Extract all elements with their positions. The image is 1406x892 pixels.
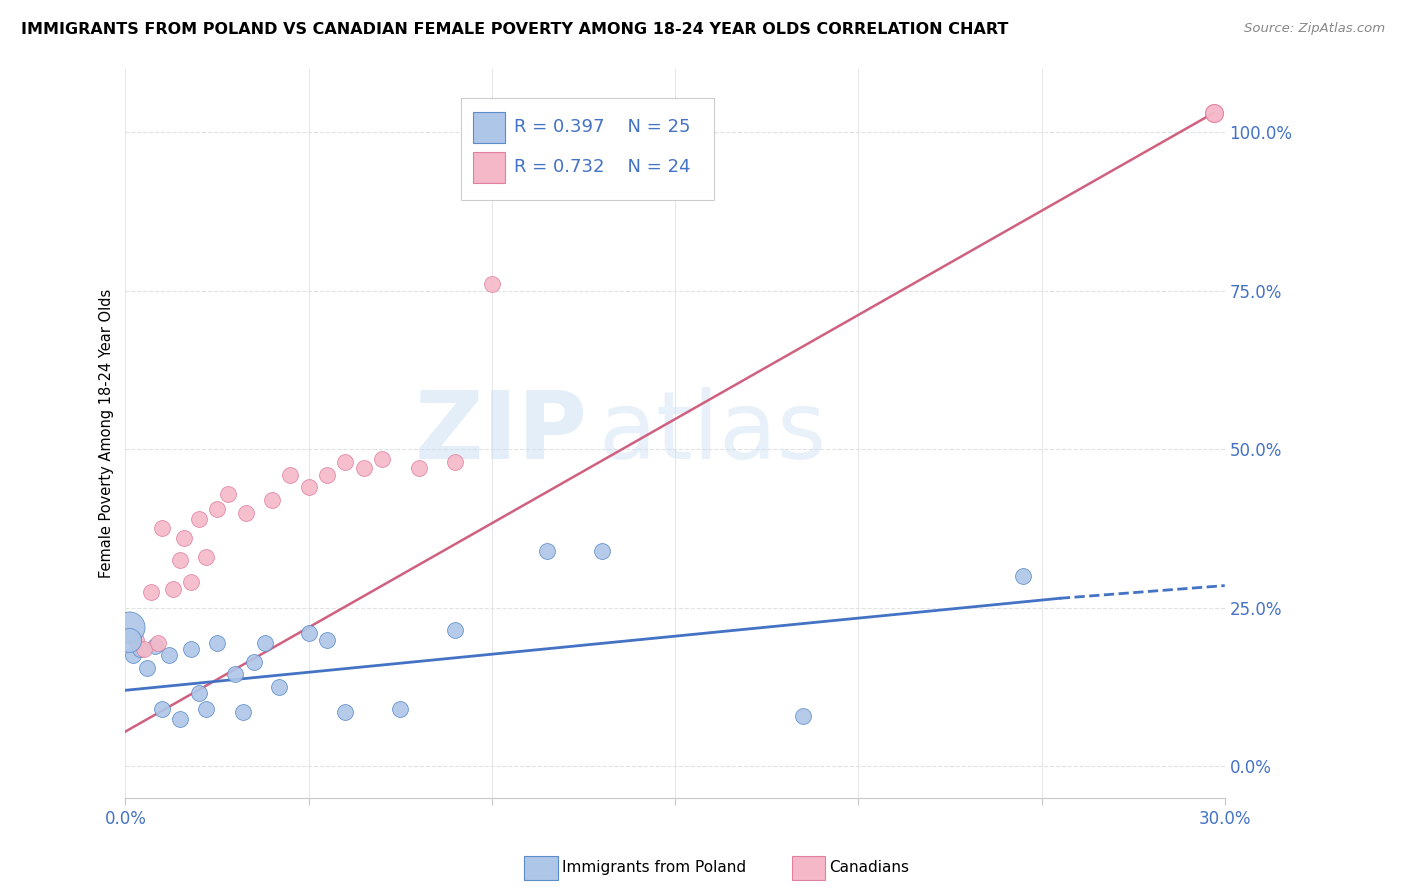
Point [205, 636, 228, 650]
Point [280, 467, 302, 482]
Point [335, 455, 357, 469]
Point [169, 553, 191, 567]
Point [232, 706, 254, 720]
Point [169, 712, 191, 726]
Point [253, 636, 276, 650]
Point [180, 642, 202, 657]
Point [162, 582, 184, 596]
Point [118, 632, 141, 647]
Point [187, 686, 209, 700]
Point [121, 648, 143, 663]
Text: IMMIGRANTS FROM POLAND VS CANADIAN FEMALE POVERTY AMONG 18-24 YEAR OLDS CORRELAT: IMMIGRANTS FROM POLAND VS CANADIAN FEMAL… [21, 22, 1008, 37]
Point [316, 467, 339, 482]
Point [408, 461, 430, 475]
Text: Canadians: Canadians [830, 861, 910, 875]
Point [173, 531, 195, 545]
Text: Immigrants from Poland: Immigrants from Poland [562, 861, 747, 875]
Point [444, 623, 467, 637]
FancyBboxPatch shape [472, 153, 505, 183]
Point [235, 506, 257, 520]
Point [481, 277, 503, 292]
Point [371, 451, 394, 466]
Y-axis label: Female Poverty Among 18-24 Year Olds: Female Poverty Among 18-24 Year Olds [100, 289, 114, 578]
Point [150, 702, 173, 716]
Point [139, 585, 162, 599]
Point [1012, 569, 1035, 583]
Point [1202, 106, 1225, 120]
Point [335, 706, 357, 720]
Point [129, 642, 152, 657]
Point [159, 648, 181, 663]
Point [195, 549, 218, 564]
Point [353, 461, 375, 475]
Point [195, 702, 218, 716]
Point [444, 455, 467, 469]
Point [792, 708, 814, 723]
Point [136, 661, 159, 675]
Point [316, 632, 339, 647]
Point [143, 639, 166, 653]
Point [260, 492, 283, 507]
Text: Source: ZipAtlas.com: Source: ZipAtlas.com [1244, 22, 1385, 36]
FancyBboxPatch shape [461, 98, 714, 200]
Text: atlas: atlas [598, 387, 827, 479]
Point [148, 636, 170, 650]
Point [180, 575, 202, 590]
Point [389, 702, 412, 716]
Text: R = 0.397    N = 25: R = 0.397 N = 25 [513, 118, 690, 136]
Point [242, 655, 264, 669]
Text: ZIP: ZIP [415, 387, 588, 479]
Point [150, 521, 173, 535]
Point [118, 620, 141, 634]
Point [536, 543, 558, 558]
Point [132, 642, 155, 657]
Point [298, 480, 321, 494]
Point [187, 512, 209, 526]
Point [217, 486, 239, 500]
Point [205, 502, 228, 516]
Point [298, 626, 321, 640]
Text: R = 0.732    N = 24: R = 0.732 N = 24 [513, 158, 690, 176]
FancyBboxPatch shape [472, 112, 505, 143]
Point [591, 543, 613, 558]
Point [269, 680, 291, 694]
Point [125, 632, 148, 647]
Point [224, 667, 246, 681]
